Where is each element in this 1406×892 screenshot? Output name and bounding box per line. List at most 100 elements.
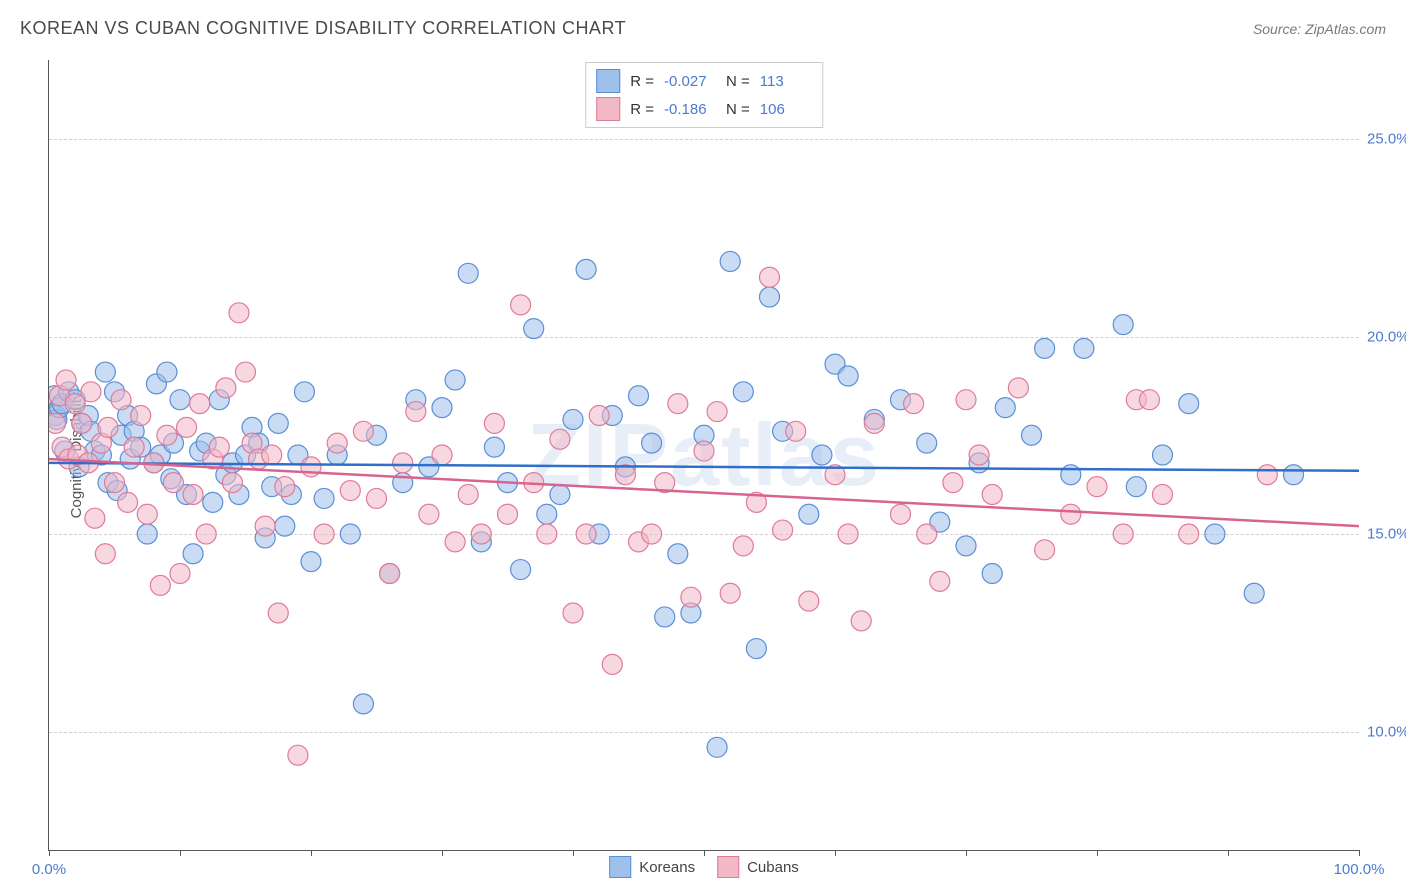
scatter-point: [1087, 477, 1107, 497]
scatter-point: [576, 524, 596, 544]
scatter-point: [49, 413, 66, 433]
scatter-point: [1035, 540, 1055, 560]
scatter-point: [982, 485, 1002, 505]
scatter-point: [1179, 524, 1199, 544]
scatter-point: [81, 382, 101, 402]
scatter-point: [56, 370, 76, 390]
scatter-point: [98, 417, 118, 437]
scatter-point: [511, 295, 531, 315]
scatter-point: [799, 591, 819, 611]
y-tick-label: 10.0%: [1367, 723, 1406, 740]
scatter-point: [268, 413, 288, 433]
n-label: N =: [726, 73, 750, 90]
scatter-point: [851, 611, 871, 631]
n-value-koreans: 113: [760, 73, 812, 90]
scatter-point: [203, 492, 223, 512]
n-label: N =: [726, 101, 750, 118]
scatter-point: [760, 267, 780, 287]
scatter-point: [917, 524, 937, 544]
scatter-point: [995, 398, 1015, 418]
scatter-point: [262, 445, 282, 465]
scatter-point: [177, 417, 197, 437]
scatter-point: [982, 564, 1002, 584]
scatter-point: [393, 453, 413, 473]
scatter-point: [720, 251, 740, 271]
x-tick: [180, 850, 181, 856]
scatter-point: [458, 263, 478, 283]
scatter-point: [838, 524, 858, 544]
scatter-point: [124, 437, 144, 457]
scatter-point: [190, 394, 210, 414]
x-tick: [1097, 850, 1098, 856]
scatter-point: [707, 737, 727, 757]
scatter-point: [511, 560, 531, 580]
x-tick: [966, 850, 967, 856]
scatter-point: [746, 639, 766, 659]
x-tick: [1359, 850, 1360, 856]
legend-swatch-cubans-bottom: [717, 856, 739, 878]
scatter-point: [642, 433, 662, 453]
scatter-point: [1139, 390, 1159, 410]
scatter-point: [367, 488, 387, 508]
scatter-point: [1205, 524, 1225, 544]
scatter-point: [163, 473, 183, 493]
scatter-point: [209, 437, 229, 457]
x-tick: [1228, 850, 1229, 856]
chart-title: KOREAN VS CUBAN COGNITIVE DISABILITY COR…: [20, 18, 626, 39]
scatter-point: [419, 504, 439, 524]
scatter-point: [760, 287, 780, 307]
legend-item-cubans: Cubans: [717, 856, 799, 878]
legend-swatch-koreans: [596, 69, 620, 93]
scatter-point: [1061, 504, 1081, 524]
legend-row-cubans: R = -0.186 N = 106: [596, 95, 812, 123]
scatter-point: [288, 745, 308, 765]
legend-label-cubans: Cubans: [747, 859, 799, 876]
scatter-point: [720, 583, 740, 603]
scatter-point: [930, 571, 950, 591]
scatter-point: [157, 425, 177, 445]
scatter-point: [733, 382, 753, 402]
scatter-point: [838, 366, 858, 386]
scatter-point: [471, 524, 491, 544]
x-tick-label: 0.0%: [32, 861, 66, 878]
scatter-point: [255, 516, 275, 536]
scatter-point: [445, 370, 465, 390]
scatter-point: [681, 587, 701, 607]
scatter-point: [1284, 465, 1304, 485]
scatter-point: [537, 504, 557, 524]
scatter-point: [773, 520, 793, 540]
scatter-point: [1022, 425, 1042, 445]
scatter-point: [864, 413, 884, 433]
scatter-point: [550, 429, 570, 449]
scatter-point: [1153, 445, 1173, 465]
scatter-point: [812, 445, 832, 465]
scatter-point: [537, 524, 557, 544]
scatter-point: [642, 524, 662, 544]
scatter-point: [301, 552, 321, 572]
scatter-point: [458, 485, 478, 505]
scatter-point: [131, 406, 151, 426]
r-label: R =: [630, 73, 654, 90]
scatter-point: [432, 398, 452, 418]
scatter-point: [229, 303, 249, 323]
scatter-point: [891, 504, 911, 524]
scatter-point: [1008, 378, 1028, 398]
scatter-point: [314, 524, 334, 544]
legend-item-koreans: Koreans: [609, 856, 695, 878]
scatter-point: [733, 536, 753, 556]
scatter-point: [1035, 338, 1055, 358]
scatter-point: [668, 394, 688, 414]
scatter-point: [943, 473, 963, 493]
r-value-koreans: -0.027: [664, 73, 716, 90]
scatter-point: [183, 544, 203, 564]
x-tick: [835, 850, 836, 856]
scatter-point: [1153, 485, 1173, 505]
scatter-point: [602, 654, 622, 674]
scatter-point: [170, 390, 190, 410]
legend-swatch-cubans: [596, 97, 620, 121]
scatter-point: [550, 485, 570, 505]
scatter-point: [629, 386, 649, 406]
x-tick-label: 100.0%: [1334, 861, 1385, 878]
scatter-point: [275, 516, 295, 536]
scatter-point: [275, 477, 295, 497]
